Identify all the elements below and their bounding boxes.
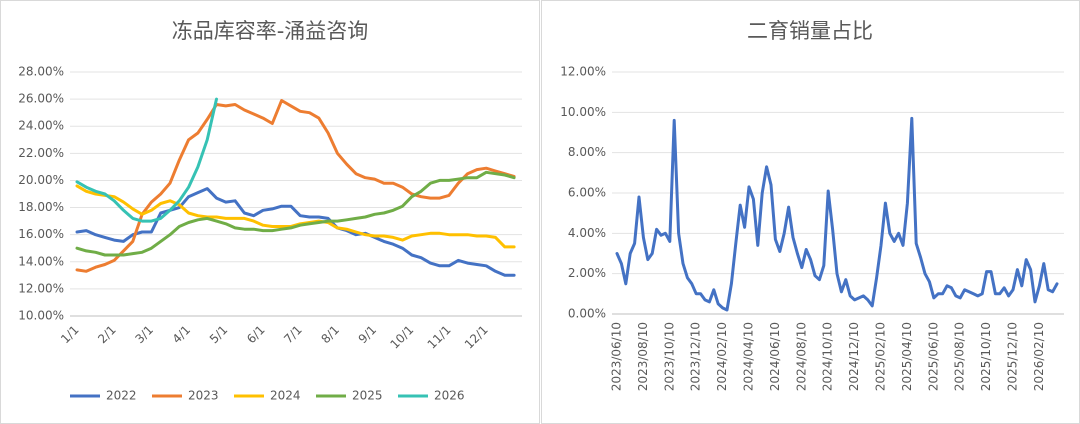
y-tick-label: 14.00% <box>18 254 64 268</box>
y-tick-label: 8.00% <box>568 145 606 159</box>
y-tick-label: 24.00% <box>18 119 64 133</box>
x-tick-label: 2023/06/10 <box>610 322 624 391</box>
x-tick-label: 2025/06/10 <box>926 322 940 391</box>
y-tick-label: 0.00% <box>568 307 606 321</box>
y-tick-label: 26.00% <box>18 92 64 106</box>
legend-label: 2026 <box>434 389 465 403</box>
y-tick-label: 28.00% <box>18 65 64 79</box>
chart-title: 冻品库容率-涌益咨询 <box>172 19 369 43</box>
y-tick-label: 10.00% <box>560 105 606 119</box>
legend-label: 2025 <box>352 389 383 403</box>
y-tick-label: 2.00% <box>568 266 606 280</box>
x-tick-label: 2026/02/10 <box>1032 322 1046 391</box>
y-tick-label: 4.00% <box>568 226 606 240</box>
x-tick-label: 2024/10/10 <box>821 322 835 391</box>
y-tick-label: 18.00% <box>18 200 64 214</box>
y-tick-label: 12.00% <box>18 281 64 295</box>
y-tick-label: 12.00% <box>560 65 606 79</box>
x-tick-label: 2023/12/10 <box>689 322 703 391</box>
series-line <box>75 99 516 273</box>
y-tick-label: 22.00% <box>18 146 64 160</box>
series-line <box>615 116 1059 312</box>
panel <box>541 0 1080 424</box>
x-tick-label: 2025/04/10 <box>900 322 914 391</box>
legend-label: 2024 <box>270 389 301 403</box>
chart-title: 二育销量占比 <box>747 19 873 43</box>
y-tick-label: 6.00% <box>568 186 606 200</box>
y-tick-label: 20.00% <box>18 173 64 187</box>
y-tick-label: 10.00% <box>18 309 64 323</box>
x-tick-label: 2025/12/10 <box>1006 322 1020 391</box>
x-tick-label: 2023/10/10 <box>662 322 676 391</box>
x-tick-label: 2024/06/10 <box>768 322 782 391</box>
x-tick-label: 2023/08/10 <box>636 322 650 391</box>
series-line <box>75 170 516 257</box>
x-tick-label: 2025/10/10 <box>979 322 993 391</box>
series-line <box>75 97 218 223</box>
legend-label: 2022 <box>106 389 137 403</box>
y-tick-label: 16.00% <box>18 227 64 241</box>
panel <box>0 0 540 424</box>
legend-label: 2023 <box>188 389 219 403</box>
x-tick-label: 2025/02/10 <box>874 322 888 391</box>
x-tick-label: 2024/12/10 <box>847 322 861 391</box>
x-tick-label: 2024/08/10 <box>794 322 808 391</box>
x-tick-label: 2025/08/10 <box>953 322 967 391</box>
x-tick-label: 2024/04/10 <box>742 322 756 391</box>
x-tick-label: 2024/02/10 <box>715 322 729 391</box>
series-line <box>75 187 516 277</box>
